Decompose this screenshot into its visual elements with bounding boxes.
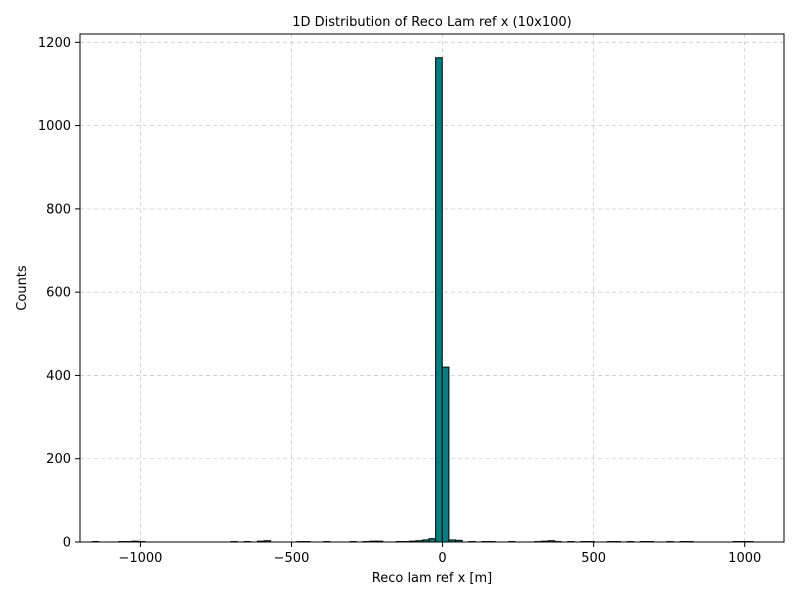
y-tick-label: 200 bbox=[46, 452, 71, 467]
x-tick-label: 1000 bbox=[728, 551, 761, 566]
y-tick-label: 1200 bbox=[38, 36, 71, 51]
y-tick-label: 0 bbox=[63, 536, 71, 551]
x-tick-label: −500 bbox=[274, 551, 310, 566]
y-tick-label: 1000 bbox=[38, 119, 71, 134]
histogram-bars bbox=[91, 57, 754, 543]
histogram-bar bbox=[441, 366, 450, 543]
histogram-bar bbox=[435, 57, 443, 543]
y-tick-label: 600 bbox=[46, 286, 71, 301]
y-axis-label: Counts bbox=[15, 265, 30, 311]
plot-frame bbox=[79, 33, 785, 543]
x-tick-label: 0 bbox=[438, 551, 446, 566]
grid bbox=[80, 34, 784, 542]
y-tick-label: 400 bbox=[46, 369, 71, 384]
x-tick-label: 500 bbox=[581, 551, 606, 566]
x-axis-label: Reco lam ref x [m] bbox=[372, 571, 492, 586]
x-tick-label: −1000 bbox=[118, 551, 162, 566]
chart-title: 1D Distribution of Reco Lam ref x (10x10… bbox=[292, 15, 572, 30]
y-axis-ticks: 0 200 400 600 800 1000 1200 bbox=[38, 36, 80, 551]
x-axis-ticks: −1000 −500 0 500 1000 bbox=[118, 542, 761, 566]
y-tick-label: 800 bbox=[46, 202, 71, 217]
